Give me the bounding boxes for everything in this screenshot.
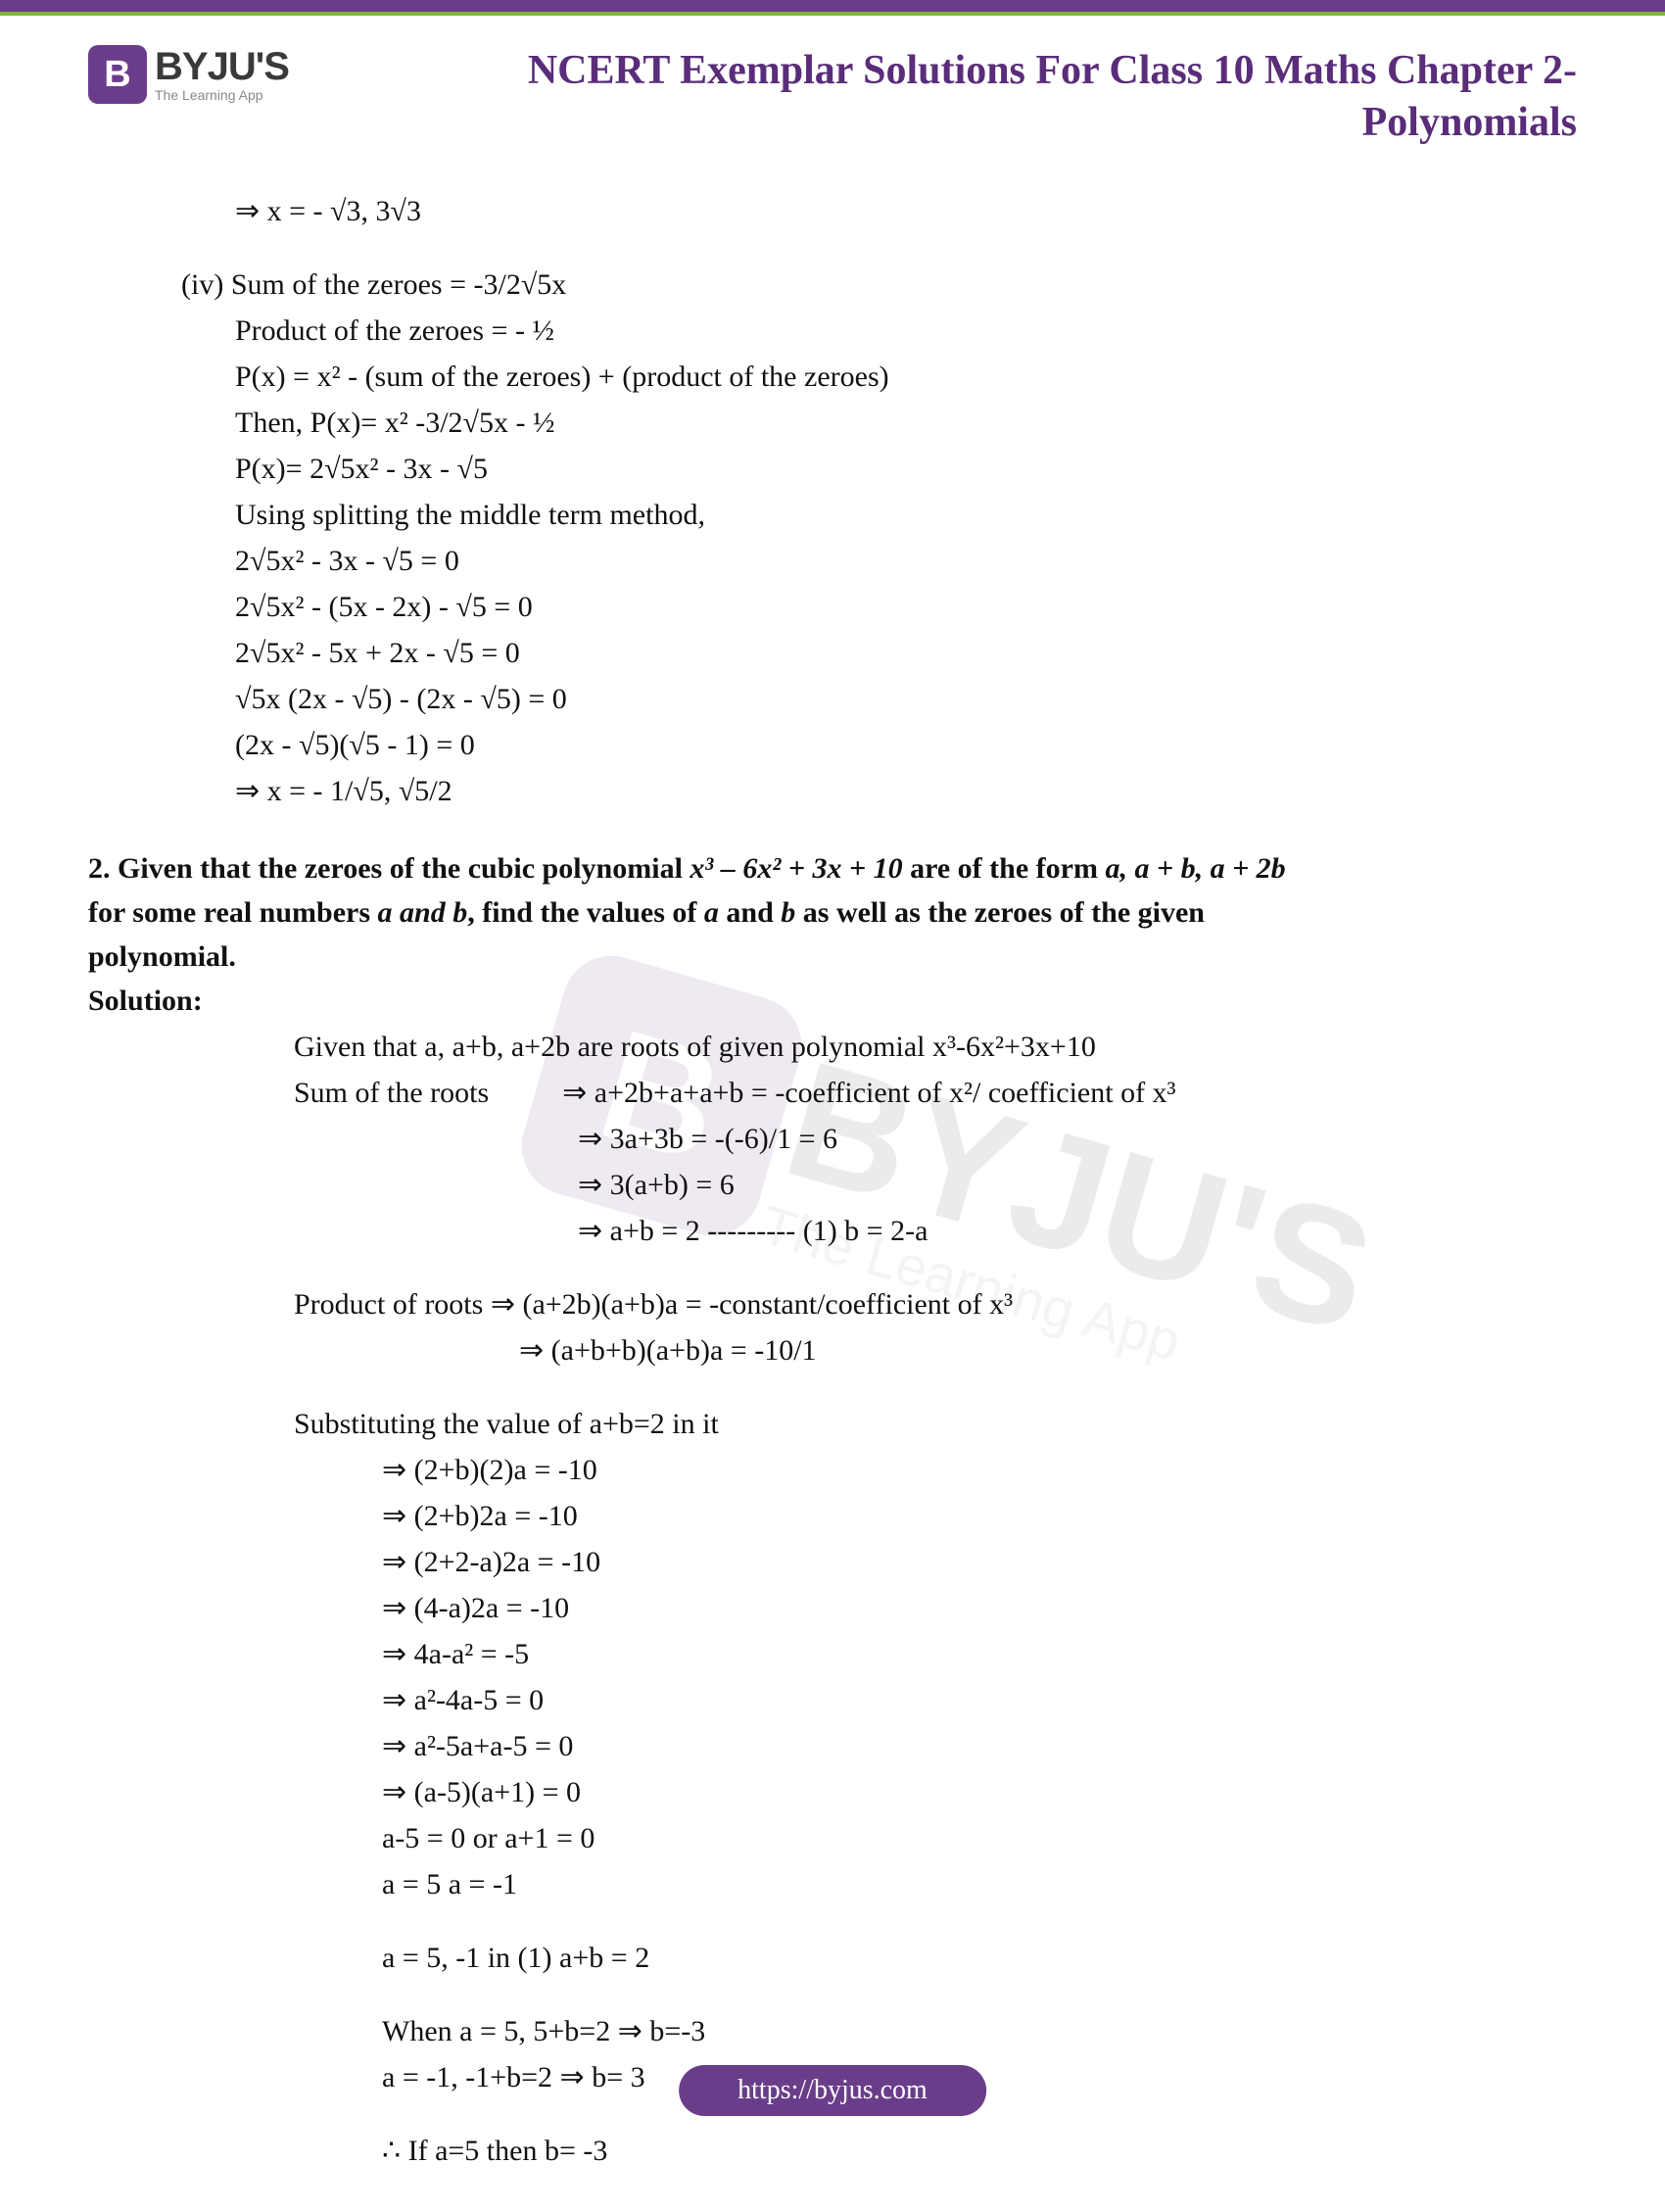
sol-line: ⇒ (2+b)2a = -10 [382, 1494, 1577, 1538]
math-line: (2x - √5)(√5 - 1) = 0 [235, 723, 1577, 767]
math-line: (iv) Sum of the zeroes = -3/2√5x [181, 263, 1577, 307]
page-header: B BYJU'S The Learning App NCERT Exemplar… [0, 16, 1665, 158]
q2-ab: a and b [378, 896, 468, 929]
sol-line: ⇒ (4-a)2a = -10 [382, 1586, 1577, 1630]
sol-line: ⇒ (a+b+b)(a+b)a = -10/1 [519, 1328, 1577, 1372]
q2-a: a [704, 896, 719, 929]
math-line: P(x)= 2√5x² - 3x - √5 [235, 447, 1577, 491]
title-line-2: Polynomials [1362, 100, 1577, 145]
math-line: 2√5x² - (5x - 2x) - √5 = 0 [235, 585, 1577, 629]
q2-text: as well as the zeroes of the given [795, 896, 1205, 929]
q2-text: , find the values of [467, 896, 704, 929]
content-body: B BYJU'S The Learning App ⇒ x = - √3, 3√… [0, 158, 1665, 2212]
logo-text-block: BYJU'S The Learning App [155, 47, 289, 102]
sol-line: a = -1, -1+b=2 ⇒ b= 3 [382, 2055, 1577, 2099]
math-line: P(x) = x² - (sum of the zeroes) + (produ… [235, 355, 1577, 399]
sol-line: Product of roots ⇒ (a+2b)(a+b)a = -const… [294, 1282, 1577, 1326]
sol-line: ⇒ (a-5)(a+1) = 0 [382, 1770, 1577, 1814]
sol-line: ⇒ a²-5a+a-5 = 0 [382, 1724, 1577, 1768]
q2-text: for some real numbers [88, 896, 378, 929]
math-line: 2√5x² - 3x - √5 = 0 [235, 539, 1577, 583]
q2-b: b [781, 896, 795, 929]
q2-text: polynomial. [88, 940, 236, 973]
sol-line: ⇒ 3a+3b = -(-6)/1 = 6 [578, 1117, 1577, 1161]
q2-text: are of the form [903, 852, 1106, 885]
title-line-1: NCERT Exemplar Solutions For Class 10 Ma… [528, 48, 1577, 93]
sol-sum-eq: ⇒ a+2b+a+a+b = -coefficient of x²/ coeff… [562, 1077, 1175, 1109]
sol-line: ⇒ a²-4a-5 = 0 [382, 1678, 1577, 1722]
q2-forms: a, a + b, a + 2b [1105, 852, 1285, 885]
brand-name: BYJU'S [155, 47, 289, 86]
math-line: Using splitting the middle term method, [235, 493, 1577, 537]
q2-poly: x³ – 6x² + 3x + 10 [690, 852, 902, 885]
q2-text: 2. Given that the zeroes of the cubic po… [88, 852, 690, 885]
q2-text: and [719, 896, 781, 929]
math-line: ⇒ x = - 1/√5, √5/2 [235, 769, 1577, 813]
sol-line: ∴ If a=5 then b= -3 [382, 2129, 1577, 2173]
solution-label: Solution: [88, 979, 1577, 1023]
sol-line: ⇒ 4a-a² = -5 [382, 1632, 1577, 1676]
brand-tagline: The Learning App [155, 88, 289, 102]
math-line: Product of the zeroes = - ½ [235, 309, 1577, 353]
sol-line: Given that a, a+b, a+2b are roots of giv… [294, 1025, 1577, 1069]
math-line: √5x (2x - √5) - (2x - √5) = 0 [235, 677, 1577, 721]
sol-line: a = 5, -1 in (1) a+b = 2 [382, 1936, 1577, 1980]
sol-line: ⇒ (2+2-a)2a = -10 [382, 1540, 1577, 1584]
sol-line: ⇒ a+b = 2 --------- (1) b = 2-a [578, 1209, 1577, 1253]
sol-line: Sum of the roots ⇒ a+2b+a+a+b = -coeffic… [294, 1071, 1577, 1115]
sol-line: a-5 = 0 or a+1 = 0 [382, 1816, 1577, 1860]
sol-line: Substituting the value of a+b=2 in it [294, 1402, 1577, 1446]
sol-line: ⇒ (2+b)(2)a = -10 [382, 1448, 1577, 1492]
sol-sum-label: Sum of the roots [294, 1077, 489, 1109]
question-2-heading: 2. Given that the zeroes of the cubic po… [88, 846, 1577, 979]
sol-line: ⇒ 3(a+b) = 6 [578, 1163, 1577, 1207]
top-accent-bar [0, 0, 1665, 16]
sol-line: a = 5 a = -1 [382, 1862, 1577, 1906]
math-line: 2√5x² - 5x + 2x - √5 = 0 [235, 631, 1577, 675]
math-line: ⇒ x = - √3, 3√3 [235, 189, 1577, 233]
math-line: Then, P(x)= x² -3/2√5x - ½ [235, 401, 1577, 445]
logo-badge-icon: B [88, 45, 147, 104]
sol-line: When a = 5, 5+b=2 ⇒ b=-3 [382, 2009, 1577, 2053]
page-title: NCERT Exemplar Solutions For Class 10 Ma… [289, 45, 1577, 148]
brand-logo: B BYJU'S The Learning App [88, 45, 289, 104]
